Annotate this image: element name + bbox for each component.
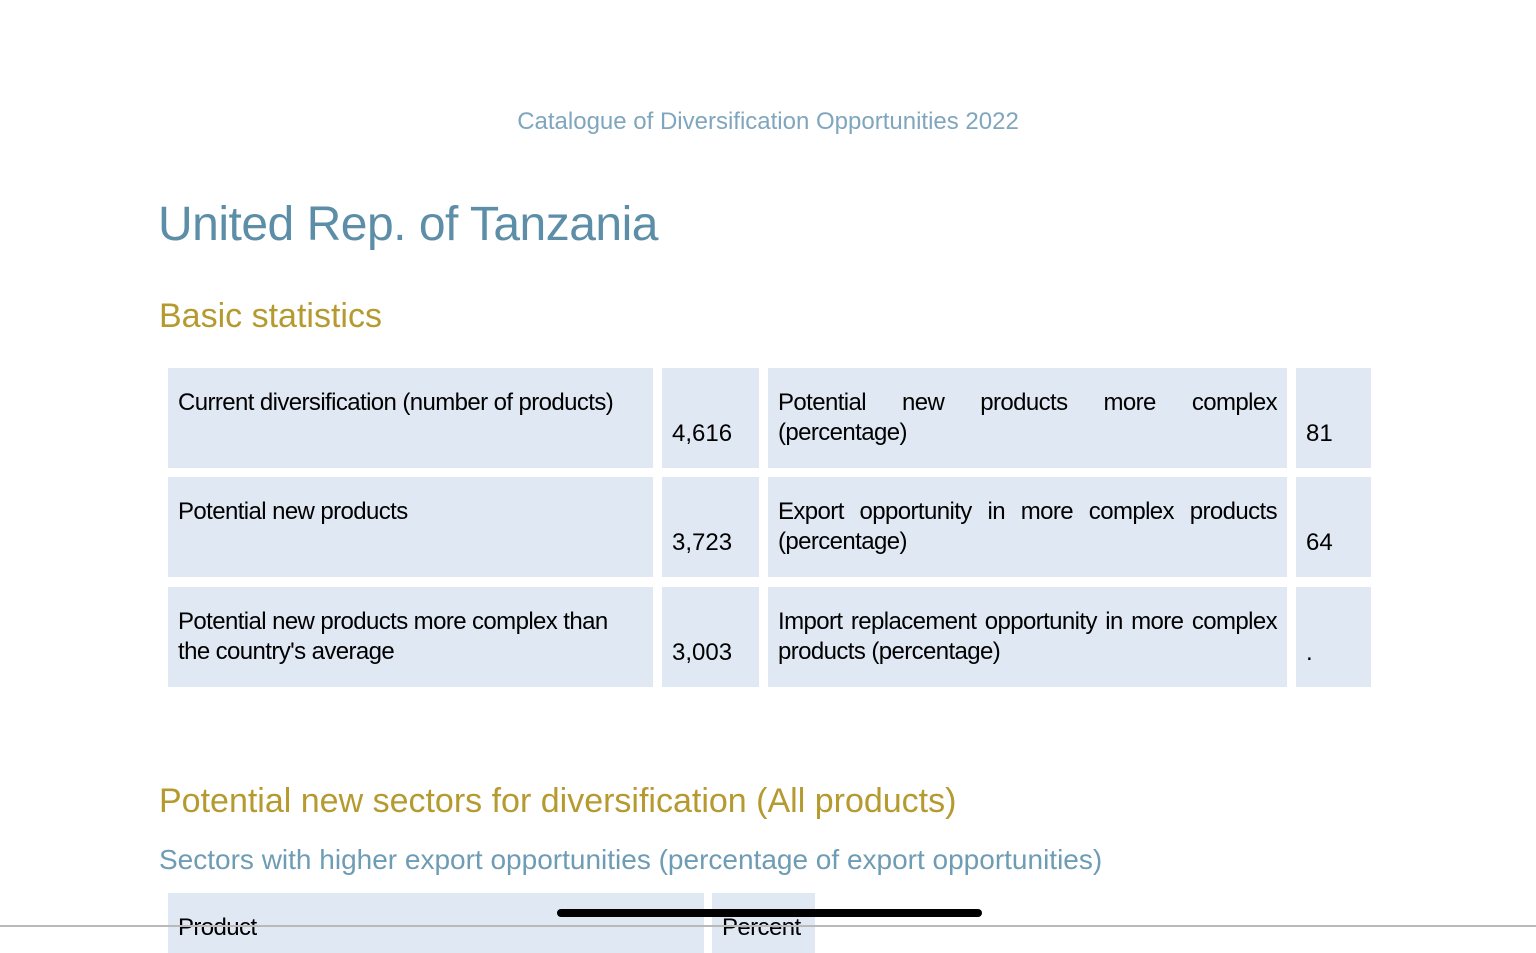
stat-label: Potential new products more complex than… — [168, 587, 653, 687]
table-header: Percent — [712, 893, 815, 953]
stat-value: 3,723 — [662, 477, 759, 577]
stat-value: 81 — [1296, 368, 1371, 468]
stat-value: 64 — [1296, 477, 1371, 577]
page-edge — [0, 925, 1536, 927]
section-heading: Basic statistics — [159, 297, 382, 335]
country-title: United Rep. of Tanzania — [158, 198, 658, 251]
header-title: Catalogue of Diversification Opportuniti… — [517, 108, 1019, 135]
stat-label: Potential new products more complex (per… — [768, 368, 1287, 468]
stat-label: Current diversification (number of produ… — [168, 368, 653, 468]
section-subheading: Sectors with higher export opportunities… — [159, 844, 1103, 875]
stat-value: . — [1296, 587, 1371, 687]
stat-value: 3,003 — [662, 587, 759, 687]
stat-label: Potential new products — [168, 477, 653, 577]
table-header: Product — [168, 893, 704, 953]
page: Catalogue of Diversification Opportuniti… — [0, 108, 1536, 953]
stat-label: Export opportunity in more complex produ… — [768, 477, 1287, 577]
section-heading: Potential new sectors for diversificatio… — [159, 782, 957, 820]
home-indicator — [557, 909, 982, 917]
stat-label: Import replacement opportunity in more c… — [768, 587, 1287, 687]
stat-value: 4,616 — [662, 368, 759, 468]
